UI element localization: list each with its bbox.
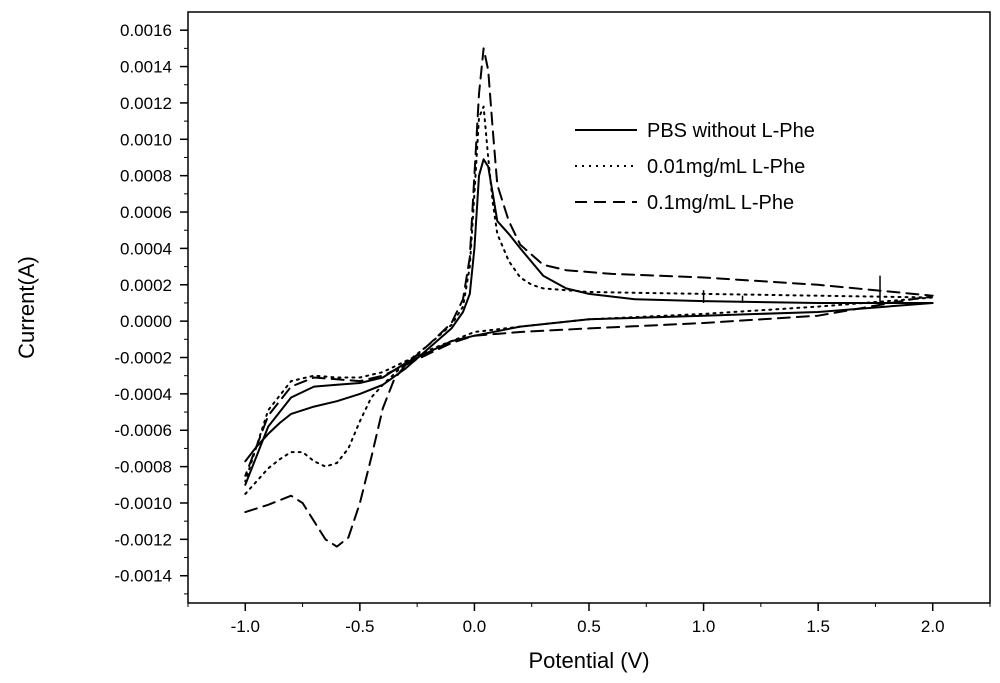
y-tick-label: -0.0002 [114,349,172,368]
legend: PBS without L-Phe 0.01mg/mL L-Phe 0.1mg/mL… [575,120,815,214]
y-tick-label: 0.0002 [120,276,172,295]
y-tick-label: 0.0012 [120,94,172,113]
y-tick-label: -0.0010 [114,494,172,513]
y-tick-label: -0.0004 [114,385,172,404]
legend-label-3: 0.1mg/mL L-Phe [647,192,794,214]
x-tick-label: -0.5 [345,617,374,636]
y-tick-label: -0.0012 [114,530,172,549]
x-tick-label: -1.0 [231,617,260,636]
y-axis: -0.0014 -0.0012 -0.0010 -0.0008 -0.0006 -0.00… [114,21,188,595]
y-tick-label: 0.0016 [120,21,172,40]
y-tick-label: 0.0004 [120,239,172,258]
legend-label-2: 0.01mg/mL L-Phe [647,156,805,178]
x-tick-label: 0.5 [577,617,601,636]
x-axis: -1.0 -0.5 0.0 0.5 1.0 1.5 2.0 [187,603,991,636]
y-tick-label: 0.0000 [120,312,172,331]
x-tick-label: 0.0 [463,617,487,636]
series-line-1 [244,158,934,486]
series-layer [244,47,934,548]
y-tick-label: -0.0008 [114,458,172,477]
y-axis-title: Current(A) [14,256,39,359]
y-tick-label: 0.0014 [120,58,172,77]
y-tick-label: 0.0010 [120,130,172,149]
series-line-2 [244,105,934,495]
y-tick-label: 0.0008 [120,167,172,186]
y-tick-label: -0.0014 [114,567,172,586]
y-tick-label: -0.0006 [114,421,172,440]
series-line-3 [244,47,934,548]
x-tick-label: 2.0 [921,617,945,636]
x-tick-label: 1.0 [692,617,716,636]
x-axis-title: Potential (V) [528,648,649,673]
y-tick-label: 0.0006 [120,203,172,222]
x-tick-label: 1.5 [806,617,830,636]
legend-label-1: PBS without L-Phe [647,120,815,142]
